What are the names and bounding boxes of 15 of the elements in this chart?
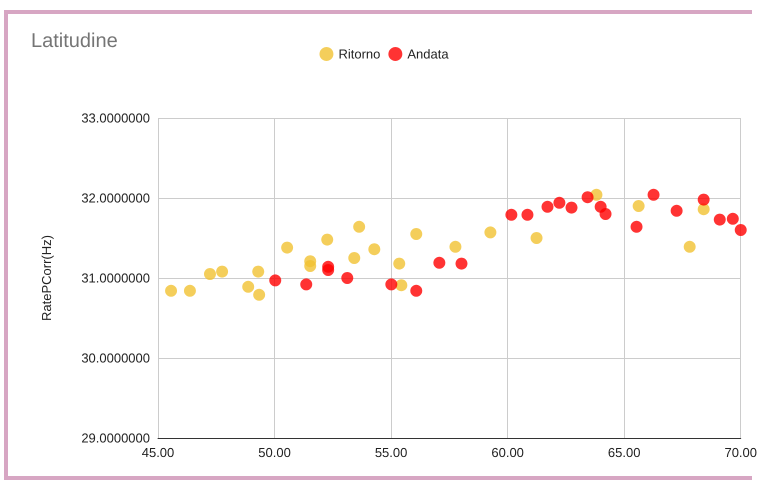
x-tick-label: 55.00 bbox=[374, 445, 408, 460]
x-tick-label: 65.00 bbox=[608, 445, 640, 460]
chart-title: Latitudine bbox=[31, 30, 118, 52]
y-axis-title: RatePCorr(Hz) bbox=[39, 235, 54, 321]
legend-label: Andata bbox=[407, 46, 450, 62]
x-tick-label: 50.00 bbox=[258, 445, 291, 460]
y-tick-label: 33.0000000 bbox=[81, 110, 150, 126]
x-tick-label: 60.00 bbox=[491, 445, 524, 460]
x-tick-label: 70.00 bbox=[724, 445, 758, 460]
y-tick-label: 32.0000000 bbox=[81, 190, 150, 206]
x-tick-label: 45.00 bbox=[142, 445, 174, 460]
y-tick-label: 29.0000000 bbox=[81, 430, 150, 446]
legend-label: Ritorno bbox=[338, 46, 380, 62]
y-tick-label: 31.0000000 bbox=[81, 270, 150, 286]
y-tick-label: 30.0000000 bbox=[81, 350, 150, 366]
